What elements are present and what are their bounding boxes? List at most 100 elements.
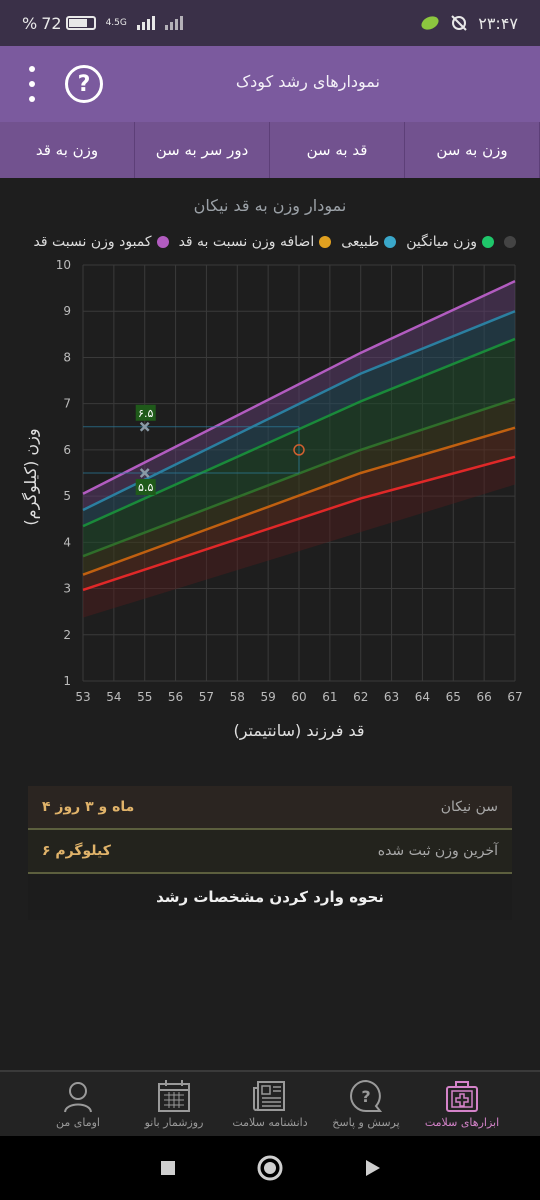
age-row: ۴ ماه و ۳ روز سن نیکان [28, 786, 512, 830]
y-tick-label: 2 [63, 628, 71, 642]
tab-head-circumference[interactable]: دور سر به سن [135, 122, 270, 178]
user-icon [64, 1082, 92, 1113]
info-card: ۴ ماه و ۳ روز سن نیکان ۶ کیلوگرم آخرین و… [28, 786, 512, 920]
nav-health-tools[interactable]: ابزارهای سلامت [422, 1072, 502, 1136]
clock: ۲۳:۴۷ [478, 13, 518, 33]
y-tick-label: 9 [63, 304, 71, 318]
calendar-icon [158, 1080, 190, 1112]
legend-normal[interactable]: طبیعی [341, 234, 397, 250]
legend-overweight[interactable]: اضافه وزن نسبت به قد [179, 234, 332, 250]
marker-label: ۶.۵ [138, 407, 153, 420]
x-tick-label: 57 [199, 690, 214, 704]
weight-label: آخرین وزن ثبت شده [377, 843, 498, 859]
x-tick-label: 60 [291, 690, 306, 704]
chart-title: نمودار وزن به قد نیکان [193, 196, 347, 215]
legend-label: اضافه وزن نسبت به قد [178, 234, 315, 250]
nav-calendar[interactable]: روزشمار بانو [134, 1072, 214, 1136]
nav-label: دانشنامه سلامت [232, 1116, 308, 1129]
tab-weight-for-height[interactable]: وزن به قد [0, 122, 135, 178]
status-bar: % 72 4.5G ۲۳:۴۷ [0, 0, 540, 46]
x-tick-label: 55 [137, 690, 152, 704]
chart-tabs: وزن به قد دور سر به سن قد به سن وزن به س… [0, 122, 540, 178]
legend-dot [384, 236, 397, 248]
age-value: ۴ ماه و ۳ روز [42, 799, 135, 815]
y-tick-label: 8 [63, 350, 71, 364]
tab-height-for-age[interactable]: قد به سن [270, 122, 405, 178]
battery-indicator: % 72 [22, 14, 96, 33]
battery-level: 72 [41, 13, 62, 33]
leaf-icon [421, 16, 439, 30]
y-tick-label: 1 [63, 674, 71, 688]
legend-label: کمبود وزن نسبت قد [33, 234, 152, 250]
home-icon[interactable] [256, 1154, 284, 1182]
battery-percent-sign: % [22, 13, 38, 33]
network-type: 4.5G [105, 18, 127, 28]
x-tick-label: 61 [322, 690, 337, 704]
more-vertical-icon[interactable] [22, 66, 42, 102]
legend-underweight[interactable]: کمبود وزن نسبت قد [34, 234, 169, 250]
legend-dot [504, 236, 516, 248]
system-nav [0, 1136, 540, 1200]
legend-label: طبیعی [341, 234, 380, 250]
tab-label: وزن به سن [436, 141, 508, 159]
legend-average-weight[interactable]: وزن میانگین [406, 234, 494, 250]
medical-kit-icon [446, 1081, 478, 1112]
nav-my-profile[interactable]: اومای من [38, 1072, 118, 1136]
y-axis-label: وزن (کیلوگرم) [21, 428, 41, 525]
nav-label: روزشمار بانو [144, 1116, 204, 1129]
question-circle-icon[interactable]: ? [65, 65, 103, 103]
series-line [82, 426, 516, 576]
x-tick-label: 66 [477, 690, 492, 704]
nav-qa[interactable]: ? پرسش و پاسخ [326, 1072, 406, 1136]
tab-label: قد به سن [306, 141, 368, 159]
series-line [82, 397, 516, 558]
x-tick-label: 59 [261, 690, 276, 704]
y-tick-label: 4 [63, 535, 71, 549]
weight-row: ۶ کیلوگرم آخرین وزن ثبت شده [28, 830, 512, 874]
band-fill [83, 311, 515, 527]
y-tick-label: 6 [63, 443, 71, 457]
marker-cross [139, 468, 150, 478]
x-tick-label: 58 [230, 690, 245, 704]
x-tick-label: 53 [75, 690, 90, 704]
newspaper-icon [253, 1081, 285, 1111]
series-line [82, 310, 516, 512]
marker-cross [139, 421, 150, 432]
signal-icon [136, 16, 155, 30]
legend-dot [156, 236, 169, 248]
band-fill [83, 427, 515, 590]
x-tick-label: 54 [106, 690, 121, 704]
y-tick-label: 7 [63, 397, 71, 411]
x-tick-label: 64 [415, 690, 430, 704]
marker-label-box [135, 404, 156, 421]
nav-label: ابزارهای سلامت [424, 1116, 500, 1129]
y-tick-label: 3 [63, 582, 71, 596]
how-to-button[interactable]: نحوه وارد کردن مشخصات رشد [28, 874, 512, 920]
x-axis-label: قد فرزند (سانتیمتر) [233, 721, 364, 741]
signal-icon-2 [164, 16, 183, 30]
legend-label: وزن میانگین [406, 234, 477, 250]
x-tick-label: 56 [168, 690, 183, 704]
x-tick-label: 67 [507, 690, 522, 704]
recent-apps-icon[interactable] [158, 1158, 178, 1178]
legend-dot [482, 236, 494, 248]
tab-label: دور سر به سن [155, 141, 249, 159]
nav-label: اومای من [56, 1116, 100, 1129]
app-bar: ? نمودارهای رشد کودک [0, 46, 540, 122]
chart-legend: کمبود وزن نسبت قد اضافه وزن نسبت به قد ط… [34, 234, 516, 250]
back-icon[interactable] [362, 1158, 382, 1178]
nav-label: پرسش و پاسخ [332, 1116, 400, 1129]
weight-value: ۶ کیلوگرم [42, 843, 111, 859]
current-point [293, 444, 305, 456]
bottom-nav: اومای من روزشمار بانو دانشنامه سلامت ? پ… [0, 1070, 540, 1136]
age-label: سن نیکان [440, 799, 498, 815]
svg-text:?: ? [361, 1087, 370, 1106]
legend-dot [319, 236, 332, 248]
legend-extra[interactable] [504, 234, 516, 250]
tab-weight-for-age[interactable]: وزن به سن [405, 122, 540, 178]
battery-icon [65, 16, 96, 30]
band-fill [83, 456, 515, 618]
x-tick-label: 62 [353, 690, 368, 704]
y-tick-label: 10 [56, 258, 71, 272]
nav-encyclopedia[interactable]: دانشنامه سلامت [230, 1072, 310, 1136]
